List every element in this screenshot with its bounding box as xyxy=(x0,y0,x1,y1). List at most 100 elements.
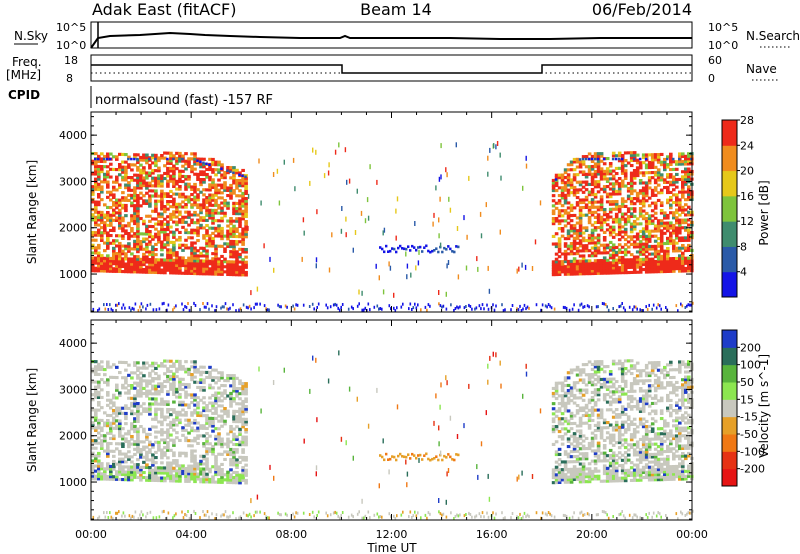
power-echo-cell xyxy=(602,238,607,242)
velocity-echo-cell xyxy=(124,411,128,415)
power-echo-cell xyxy=(124,160,128,164)
velocity-echo-cell xyxy=(590,474,595,478)
power-echo-cell xyxy=(563,196,568,200)
power-echo-cell xyxy=(666,267,670,271)
velocity-echo-cell xyxy=(560,478,565,482)
velocity-echo-cell xyxy=(133,430,137,434)
power-echo-cell xyxy=(563,242,568,246)
power-echo-cell xyxy=(211,160,215,164)
velocity-echo-cell xyxy=(202,480,206,484)
power-echo-cell xyxy=(229,262,233,266)
velocity-echo-cell xyxy=(166,469,170,473)
power-echo-cell xyxy=(166,215,170,219)
power-echo-cell xyxy=(166,253,170,257)
power-echo-cell xyxy=(220,260,224,264)
velocity-echo-cell xyxy=(145,432,149,436)
velocity-echo-cell xyxy=(551,412,556,416)
power-echo-cell xyxy=(175,253,179,257)
power-echo-cell xyxy=(584,183,589,187)
power-echo-cell xyxy=(620,215,625,219)
power-echo-cell xyxy=(103,180,107,184)
velocity-echo-cell xyxy=(157,443,161,447)
velocity-echo-cell xyxy=(578,475,583,479)
power-echo-cell xyxy=(175,228,179,232)
power-echo-cell xyxy=(617,227,622,231)
velocity-echo-cell xyxy=(139,404,143,408)
velocity-echo-cell xyxy=(244,463,248,467)
power-echo-cell xyxy=(620,245,625,249)
power-echo-cell xyxy=(127,186,131,190)
power-echo-cell xyxy=(638,163,643,167)
velocity-echo-cell xyxy=(587,416,592,420)
power-echo-cell xyxy=(184,152,188,156)
power-echo-cell xyxy=(127,260,131,264)
power-echo-cell xyxy=(97,210,101,214)
power-echo-cell xyxy=(620,157,624,161)
power-echo-cell xyxy=(554,273,559,277)
velocity-echo-cell xyxy=(575,439,580,443)
velocity-echo-cell xyxy=(238,412,242,416)
velocity-echo-cell xyxy=(584,383,589,387)
velocity-echo-cell xyxy=(214,416,218,420)
power-echo-cell xyxy=(202,198,206,202)
power-echo-cell xyxy=(151,235,155,239)
velocity-echo-cell xyxy=(169,374,173,378)
velocity-echo-cell xyxy=(208,416,212,420)
velocity-echo-cell xyxy=(91,474,95,478)
velocity-echo-cell xyxy=(578,467,583,471)
power-echo-cell xyxy=(311,302,314,306)
velocity-echo-cell xyxy=(566,376,571,380)
velocity-echo-cell xyxy=(172,461,176,465)
velocity-echo-cell xyxy=(202,409,206,413)
velocity-echo-cell xyxy=(100,462,104,466)
power-echo-cell xyxy=(358,289,360,295)
power-echo-cell xyxy=(94,203,98,207)
velocity-echo-cell xyxy=(160,453,164,457)
power-echo-cell xyxy=(590,154,595,158)
power-echo-cell xyxy=(139,268,143,272)
power-echo-cell xyxy=(653,170,658,174)
power-echo-cell xyxy=(650,270,655,274)
velocity-echo-cell xyxy=(241,405,245,409)
velocity-echo-cell xyxy=(226,440,230,444)
power-echo-cell xyxy=(605,251,610,255)
power-echo-cell xyxy=(241,242,245,246)
power-echo-cell xyxy=(581,269,586,273)
velocity-echo-cell xyxy=(208,467,212,471)
power-echo-cell xyxy=(214,198,218,202)
power-echo-cell xyxy=(241,209,245,213)
power-echo-cell xyxy=(205,234,209,238)
power-echo-cell xyxy=(672,178,676,182)
power-echo-cell xyxy=(190,170,194,174)
power-echo-cell xyxy=(160,199,164,203)
velocity-echo-cell xyxy=(205,447,209,451)
velocity-echo-cell xyxy=(115,409,119,413)
power-echo-cell xyxy=(148,260,152,264)
power-echo-cell xyxy=(241,268,245,272)
power-echo-cell xyxy=(205,211,209,215)
velocity-echo-cell xyxy=(106,452,110,456)
velocity-echo-cell xyxy=(112,375,116,379)
power-echo-cell xyxy=(493,143,495,149)
power-echo-cell xyxy=(632,263,637,267)
velocity-echo-cell xyxy=(229,384,233,388)
power-echo-cell xyxy=(181,157,184,161)
power-echo-cell xyxy=(572,272,577,276)
velocity-echo-cell xyxy=(136,361,140,365)
velocity-echo-cell xyxy=(226,478,230,482)
power-echo-cell xyxy=(578,241,583,245)
power-echo-cell xyxy=(166,266,170,270)
power-echo-cell xyxy=(211,239,215,243)
velocity-echo-cell xyxy=(229,404,233,408)
velocity-echo-cell xyxy=(133,381,137,385)
power-echo-cell xyxy=(480,233,483,239)
power-echo-cell xyxy=(669,234,673,238)
power-echo-cell xyxy=(584,157,588,161)
velocity-echo-cell xyxy=(193,429,197,433)
power-echo-cell xyxy=(133,257,137,261)
velocity-echo-cell xyxy=(187,467,191,471)
velocity-echo-cell xyxy=(578,457,583,461)
power-echo-cell xyxy=(617,166,622,170)
power-echo-cell xyxy=(650,193,655,197)
power-echo-cell xyxy=(220,163,224,167)
